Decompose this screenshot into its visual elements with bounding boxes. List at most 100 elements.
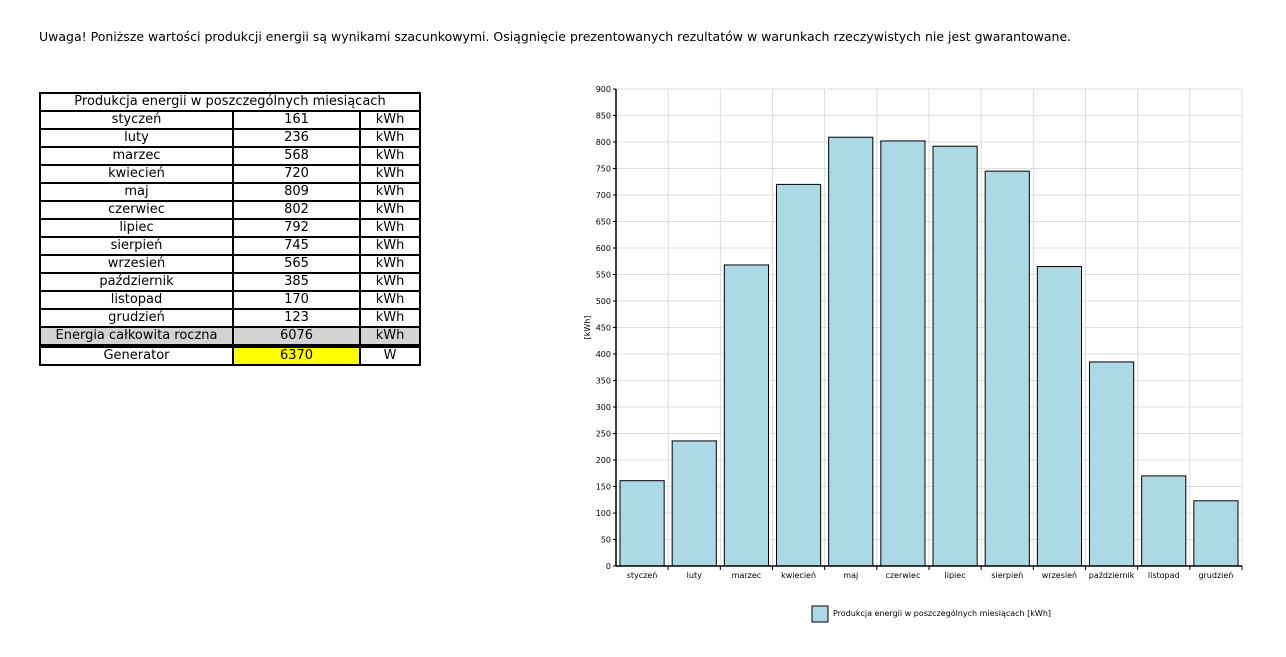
y-tick-label: 550 (596, 271, 611, 280)
table-row: luty 236 kWh (39, 128, 421, 148)
generator-row: Generator 6370 W (39, 345, 421, 366)
month-cell: styczeń (39, 110, 234, 130)
y-tick-label: 650 (596, 218, 611, 227)
unit-cell: kWh (359, 236, 421, 256)
unit-cell: kWh (359, 308, 421, 328)
total-label: Energia całkowita roczna (39, 326, 234, 347)
unit-cell: kWh (359, 218, 421, 238)
month-cell: marzec (39, 146, 234, 166)
legend-label: Produkcja energii w poszczególnych miesi… (833, 608, 1051, 618)
generator-unit: W (359, 345, 421, 366)
value-cell: 568 (232, 146, 361, 166)
unit-cell: kWh (359, 182, 421, 202)
value-cell: 565 (232, 254, 361, 274)
legend-swatch (811, 605, 829, 623)
bar (932, 145, 978, 567)
y-tick-label: 800 (596, 138, 611, 147)
x-tick-label: grudzień (1198, 571, 1233, 580)
value-cell: 161 (232, 110, 361, 130)
table-row: czerwiec 802 kWh (39, 200, 421, 220)
table-row: październik 385 kWh (39, 272, 421, 292)
x-tick-label: kwiecień (781, 571, 816, 580)
table-row: lipiec 792 kWh (39, 218, 421, 238)
x-tick-label: czerwiec (885, 571, 920, 580)
estimate-notice: Uwaga! Poniższe wartości produkcji energ… (39, 29, 1072, 44)
y-tick-label: 0 (606, 562, 611, 571)
table-row: listopad 170 kWh (39, 290, 421, 310)
y-tick-label: 100 (596, 509, 611, 518)
total-unit: kWh (359, 326, 421, 347)
unit-cell: kWh (359, 146, 421, 166)
y-tick-label: 600 (596, 244, 611, 253)
table-row: sierpień 745 kWh (39, 236, 421, 256)
bar (984, 170, 1030, 567)
y-tick-label: 250 (596, 430, 611, 439)
x-tick-label: listopad (1148, 571, 1180, 580)
bar (619, 480, 665, 567)
unit-cell: kWh (359, 290, 421, 310)
value-cell: 745 (232, 236, 361, 256)
bar (1089, 361, 1135, 567)
y-tick-label: 500 (596, 297, 611, 306)
y-tick-label: 400 (596, 350, 611, 359)
value-cell: 170 (232, 290, 361, 310)
x-tick-label: lipiec (945, 571, 966, 580)
y-axis-label: [kWh] (583, 316, 592, 340)
x-tick-label: sierpień (991, 571, 1023, 580)
unit-cell: kWh (359, 272, 421, 292)
x-tick-label: maj (843, 571, 858, 580)
x-tick-label: luty (687, 571, 702, 580)
x-tick-label: marzec (732, 571, 762, 580)
month-cell: lipiec (39, 218, 234, 238)
bar (1036, 266, 1083, 567)
month-cell: maj (39, 182, 234, 202)
month-cell: sierpień (39, 236, 234, 256)
x-tick-label: październik (1089, 571, 1135, 580)
month-cell: kwiecień (39, 164, 234, 184)
unit-cell: kWh (359, 110, 421, 130)
energy-table: Produkcja energii w poszczególnych miesi… (39, 92, 421, 366)
month-cell: luty (39, 128, 234, 148)
bar (1193, 500, 1239, 567)
table-row: styczeń 161 kWh (39, 110, 421, 130)
total-value: 6076 (232, 326, 361, 347)
bar (880, 140, 926, 567)
value-cell: 802 (232, 200, 361, 220)
bar (671, 440, 717, 567)
value-cell: 809 (232, 182, 361, 202)
y-tick-label: 450 (596, 324, 611, 333)
y-tick-label: 50 (601, 536, 611, 545)
unit-cell: kWh (359, 164, 421, 184)
value-cell: 792 (232, 218, 361, 238)
energy-bar-chart: 0 50 100 150 200 250 300 350 400 450 500 550 600 650 7… (583, 85, 1243, 623)
value-cell: 123 (232, 308, 361, 328)
table-row: grudzień 123 kWh (39, 308, 421, 328)
x-tick-label: styczeń (627, 571, 658, 580)
y-tick-label: 700 (596, 191, 611, 200)
y-tick-label: 900 (596, 85, 611, 94)
unit-cell: kWh (359, 200, 421, 220)
y-tick-label: 300 (596, 403, 611, 412)
table-title: Produkcja energii w poszczególnych miesi… (39, 92, 421, 112)
generator-value: 6370 (232, 345, 361, 366)
unit-cell: kWh (359, 254, 421, 274)
bar (828, 136, 874, 567)
generator-label: Generator (39, 345, 234, 366)
table-row: marzec 568 kWh (39, 146, 421, 166)
bar (723, 264, 769, 567)
month-cell: listopad (39, 290, 234, 310)
unit-cell: kWh (359, 128, 421, 148)
y-tick-label: 200 (596, 456, 611, 465)
x-tick-label: wrzesień (1042, 571, 1077, 580)
table-row: wrzesień 565 kWh (39, 254, 421, 274)
table-row: maj 809 kWh (39, 182, 421, 202)
bar (1141, 475, 1187, 567)
bar (776, 183, 822, 567)
month-cell: październik (39, 272, 234, 292)
y-tick-label: 850 (596, 112, 611, 121)
month-cell: wrzesień (39, 254, 234, 274)
value-cell: 385 (232, 272, 361, 292)
table-row: kwiecień 720 kWh (39, 164, 421, 184)
y-tick-label: 750 (596, 165, 611, 174)
y-tick-label: 150 (596, 483, 611, 492)
